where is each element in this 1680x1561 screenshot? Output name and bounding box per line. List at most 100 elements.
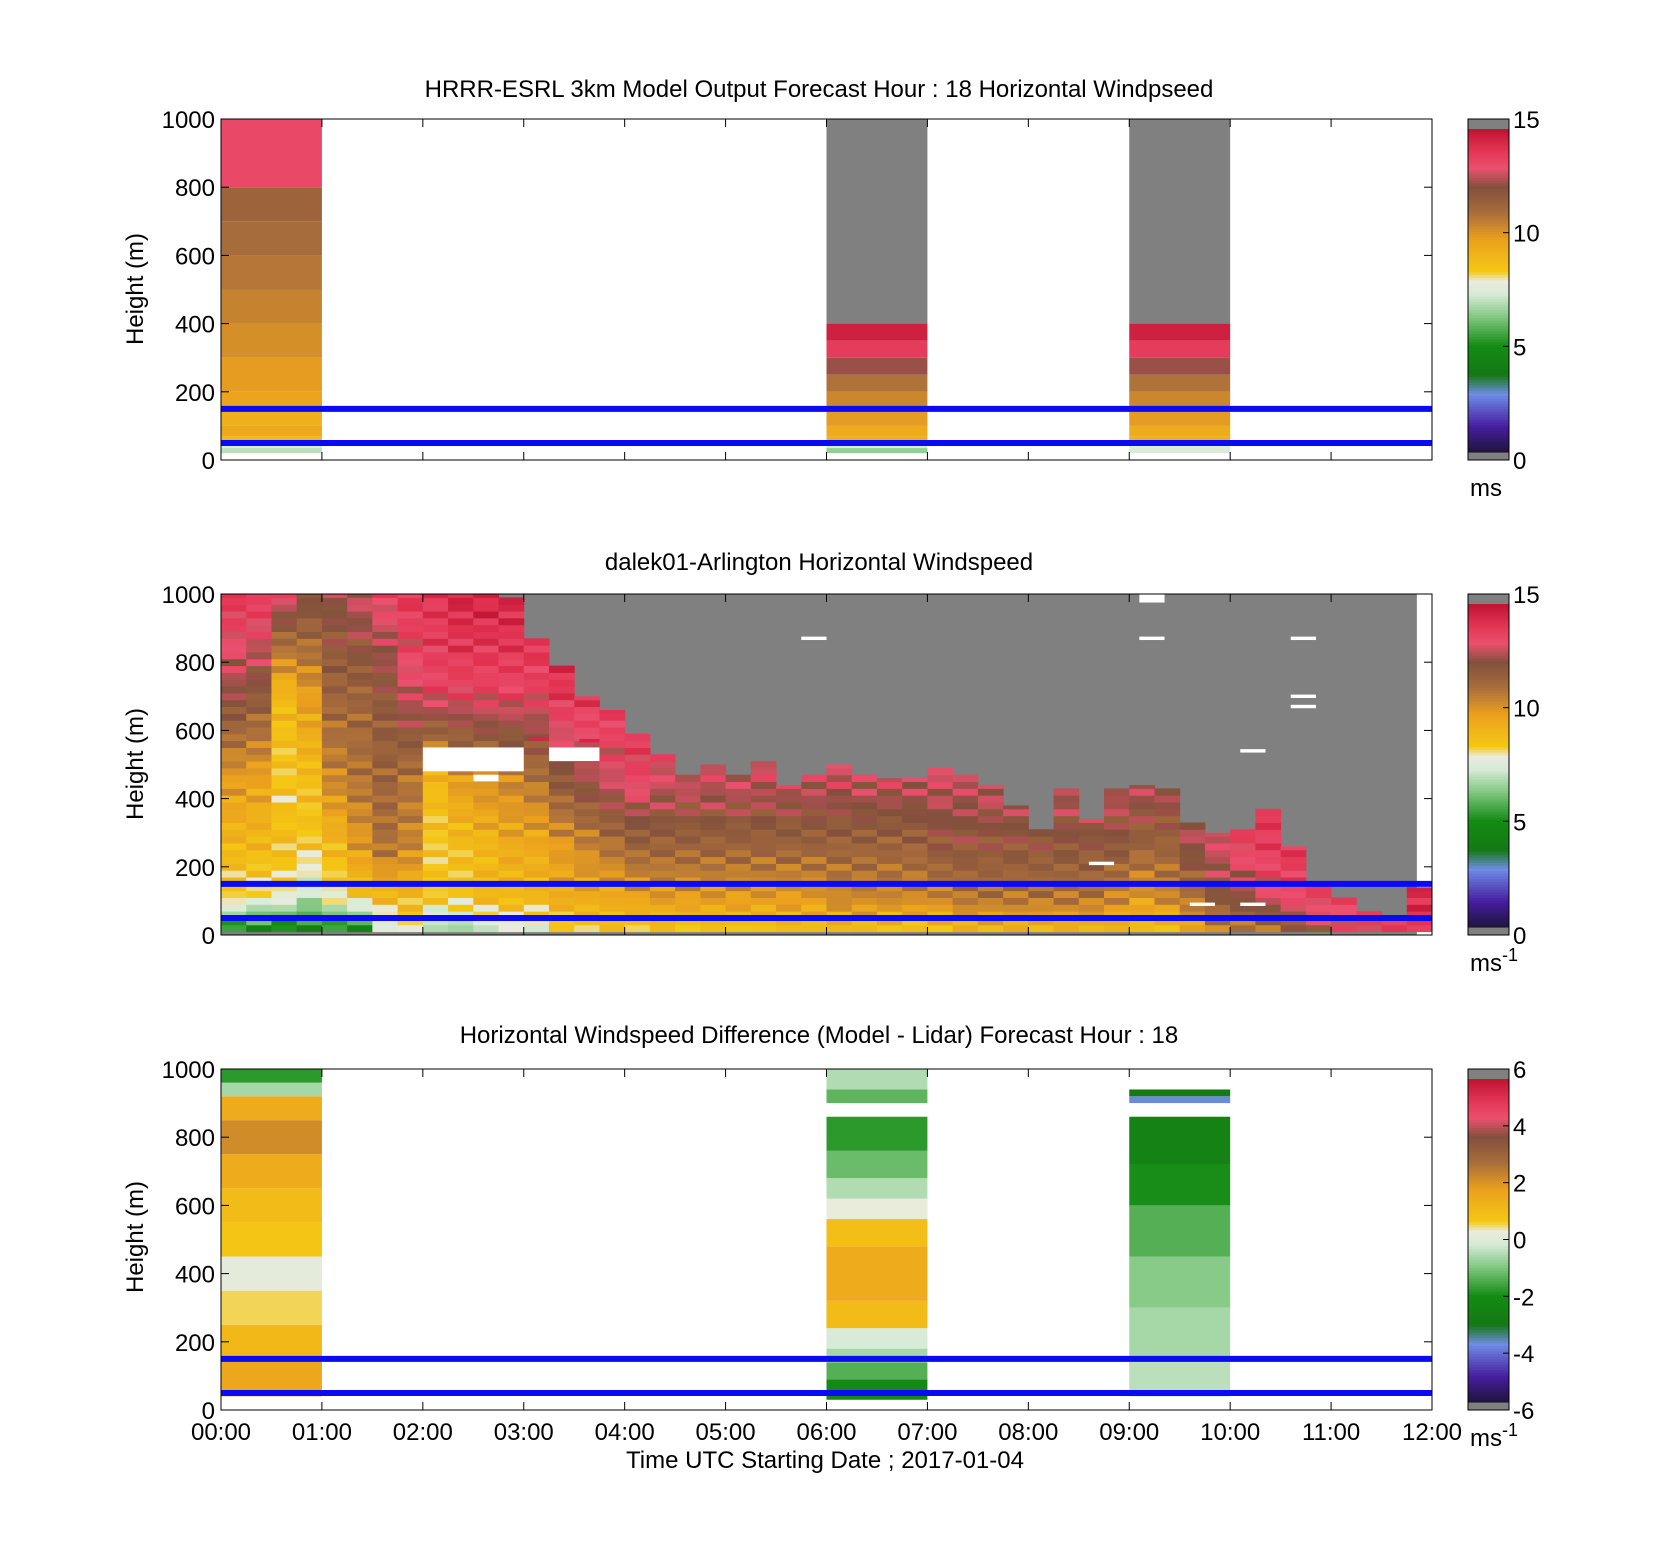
colorbar-frame	[1467, 593, 1510, 936]
heatmap-cell	[1129, 436, 1231, 443]
heatmap-cell	[448, 611, 474, 619]
heatmap-cell	[675, 795, 701, 803]
heatmap-cell	[498, 917, 525, 926]
heatmap-cell	[574, 856, 600, 864]
heatmap-cell	[574, 733, 600, 742]
heatmap-cell	[574, 870, 600, 878]
heatmap-cell	[473, 822, 500, 830]
colorbar-segment	[1468, 303, 1509, 308]
heatmap-cell	[448, 631, 474, 639]
heatmap-cell	[801, 890, 827, 898]
heatmap-cell	[548, 802, 575, 810]
heatmap-cell	[548, 897, 575, 905]
heatmap-cell	[1154, 904, 1181, 912]
heatmap-cell	[1154, 795, 1181, 803]
heatmap-cell	[1053, 829, 1080, 837]
heatmap-cell	[599, 747, 626, 755]
heatmap-cell	[296, 788, 323, 796]
heatmap-cell	[1129, 1307, 1231, 1363]
colorbar-segment	[1468, 668, 1509, 672]
heatmap-cell	[498, 720, 525, 728]
heatmap-cell	[776, 924, 802, 933]
heatmap-cell	[801, 836, 827, 844]
heatmap-cell	[725, 815, 752, 823]
colorbar-segment	[1468, 1192, 1509, 1196]
heatmap-cell	[271, 877, 298, 885]
heatmap-cell	[548, 877, 575, 885]
heatmap-cell	[498, 822, 525, 830]
heatmap-cell	[548, 863, 575, 871]
heatmap-cell	[221, 726, 247, 735]
colorbar-segment	[1468, 1079, 1509, 1083]
heatmap-cell	[624, 767, 651, 776]
heatmap-cell	[1053, 815, 1080, 823]
heatmap-cell	[1204, 917, 1231, 926]
heatmap-cell	[700, 904, 727, 912]
panel-lidar-ylabel: Height (m)	[122, 708, 149, 820]
heatmap-cell	[826, 408, 928, 426]
heatmap-cell	[221, 795, 247, 803]
heatmap-cell	[271, 767, 298, 776]
colorbar-segment	[1468, 449, 1509, 453]
heatmap-cell	[952, 788, 979, 796]
heatmap-cell	[902, 883, 928, 892]
heatmap-cell	[927, 904, 954, 912]
heatmap-cell	[801, 924, 827, 933]
colorbar-segment	[1468, 749, 1509, 753]
heatmap-cell	[826, 788, 853, 796]
colorbar-segment	[1468, 365, 1509, 370]
colorbar-segment	[1468, 338, 1509, 343]
heatmap-cell	[1003, 856, 1029, 864]
heatmap-cell	[473, 815, 500, 823]
heatmap-cell	[1028, 829, 1055, 837]
colorbar-segment	[1468, 1175, 1509, 1180]
heatmap-cell	[246, 651, 272, 660]
heatmap-cell	[498, 836, 525, 844]
colorbar-segment	[1468, 1243, 1509, 1247]
heatmap-cell	[902, 781, 928, 789]
heatmap-cell	[246, 761, 272, 769]
heatmap-cell	[473, 842, 500, 851]
heatmap-cell	[750, 890, 777, 898]
heatmap-cell	[221, 658, 247, 667]
heatmap-cell	[801, 849, 827, 858]
colorbar-segment	[1468, 344, 1509, 348]
colorbar-segment	[1468, 797, 1509, 802]
colorbar-frame	[1467, 118, 1510, 461]
heatmap-cell	[347, 795, 373, 803]
heatmap-cell	[246, 679, 272, 687]
heatmap-cell	[851, 836, 878, 844]
heatmap-cell	[574, 911, 600, 919]
heatmap-cell	[221, 323, 322, 358]
heatmap-cell	[372, 842, 399, 851]
heatmap-cell	[296, 726, 323, 735]
heatmap-cell	[397, 883, 424, 892]
heatmap-cell	[523, 911, 550, 919]
heatmap-cell	[296, 795, 323, 803]
heatmap-cell	[523, 747, 550, 755]
heatmap-cell	[347, 733, 373, 742]
heatmap-cell	[498, 870, 525, 878]
colorbar-segment	[1468, 417, 1509, 421]
heatmap-cell	[372, 713, 399, 721]
colorbar-segment	[1468, 395, 1509, 399]
heatmap-cell	[675, 870, 701, 878]
colorbar-segment	[1468, 805, 1509, 810]
heatmap-cell	[321, 924, 348, 933]
heatmap-cell	[321, 624, 348, 633]
heatmap-cell	[498, 624, 525, 633]
heatmap-cell	[347, 904, 373, 912]
heatmap-cell	[473, 594, 500, 598]
colorbar-segment	[1468, 1334, 1509, 1338]
heatmap-cell	[1230, 863, 1256, 871]
heatmap-cell	[498, 795, 525, 803]
heatmap-cell	[448, 774, 474, 783]
heatmap-cell	[725, 849, 752, 858]
heatmap-cell	[952, 877, 979, 885]
heatmap-cell	[977, 877, 1004, 885]
heatmap-cell	[1129, 795, 1155, 803]
heatmap-cell	[271, 638, 298, 646]
colorbar-segment	[1468, 1245, 1509, 1250]
colorbar-segment	[1468, 1213, 1509, 1217]
